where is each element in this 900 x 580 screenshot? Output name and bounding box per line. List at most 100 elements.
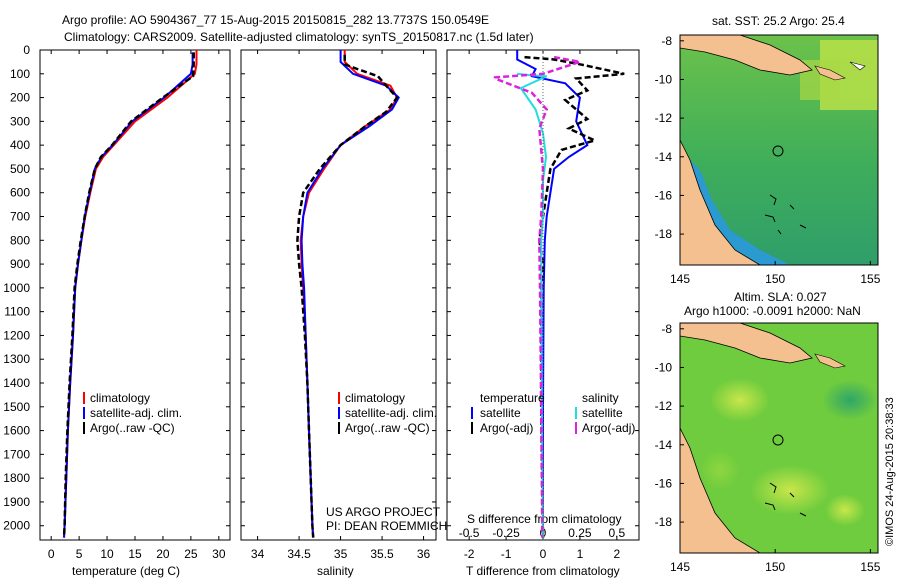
series-line [63,52,194,538]
x-tick-label: 1 [577,547,584,561]
x-tick-label: 34 [251,547,265,561]
x-tick-label: -1 [501,547,512,561]
sst-map-frame [679,34,879,266]
depth-tick-label: 1100 [4,305,30,319]
map-lat-label: -16 [655,188,673,202]
difference-legend-temp-argo: Argo(-adj) [480,421,533,435]
island [849,61,866,71]
difference-legend-temperature-heading: temperature [480,391,545,405]
map-lat-label: -14 [655,438,673,452]
sla-anomaly [710,378,770,422]
difference-legend-sal-argo: Argo(-adj) [582,421,635,435]
difference-legend-salinity-heading: salinity [582,391,619,405]
map-lat-label: -10 [655,72,673,86]
depth-tick-label: 1700 [3,447,30,461]
island [814,353,846,369]
header-line-1: Argo profile: AO 5904367_77 15-Aug-2015 … [62,13,489,27]
sst-map-axes: -8 -10 -12 -14 -16 -18 145 150 155 [655,34,881,286]
temperature-legend-argo: Argo(..raw -QC) [90,421,175,435]
x-tick-label: 35.5 [370,547,394,561]
depth-axis: 0 100 200 300 400 500 600 700 800 900 1000 1100 1200… [3,43,639,533]
sst-map [680,35,878,265]
map-lon-label: 150 [765,272,785,286]
x-tick-label: 0 [48,547,55,561]
depth-tick-label: 0 [23,43,30,57]
depth-tick-label: 100 [10,67,30,81]
map-lat-label: -14 [655,150,673,164]
argo-float-location [772,434,784,446]
temperature-panel-frame [39,49,231,541]
series-line [296,54,399,538]
map-lat-label: -18 [655,227,673,241]
depth-tick-label: 500 [10,162,30,176]
reefs [764,482,807,517]
depth-tick-label: 1200 [3,328,30,342]
header-line-2: Climatology: CARS2009. Satellite-adjuste… [64,30,534,44]
x-tick-label: 36 [417,547,431,561]
depth-tick-label: 1000 [3,281,30,295]
x-tick-label: 30 [212,547,226,561]
salinity-legend: climatology satellite-adj. clim. Argo(..… [338,391,437,435]
depth-tick-label: 1800 [3,471,30,485]
depth-tick-label: 200 [10,91,30,105]
depth-tick-label: 700 [10,210,30,224]
s-tick-label: -0.25 [492,526,520,540]
map-lat-label: -10 [655,360,673,374]
x-tick-label: 34.5 [287,547,311,561]
land-australia [680,139,761,265]
sst-map-title: sat. SST: 25.2 Argo: 25.4 [712,14,845,28]
map-lat-label: -8 [661,34,672,48]
depth-tick-label: 400 [10,138,30,152]
series-line [62,52,195,538]
temperature-legend-climatology: climatology [90,391,150,405]
map-lat-label: -12 [655,399,673,413]
x-tick-label: 0 [540,547,547,561]
sla-anomaly [825,494,865,526]
map-lon-label: 145 [670,560,690,574]
depth-tick-label: 1300 [3,352,30,366]
salinity-panel-frame [240,49,437,541]
temperature-legend: climatology satellite-adj. clim. Argo(..… [83,391,182,435]
sla-map-frame [679,322,879,554]
sla-anomaly [822,380,878,420]
x-tick-label: 5 [76,547,83,561]
salinity-lines [296,50,400,538]
salinity-x-axis: 34 34.5 35 35.5 36 [251,50,431,561]
x-tick-label: 35 [334,547,348,561]
difference-legend-temp-satellite: satellite [480,406,521,420]
difference-lines [493,50,625,540]
map-lon-label: 155 [860,560,880,574]
sla-map-title-1: Altim. SLA: 0.027 [734,290,827,304]
temperature-x-axis: 0 5 10 15 20 25 30 [48,50,226,561]
map-lat-label: -18 [655,515,673,529]
x-tick-label: -2 [464,547,475,561]
depth-tick-label: 300 [10,114,30,128]
land-new-guinea [680,35,813,76]
temperature-legend-satellite: satellite-adj. clim. [90,406,182,420]
salinity-xlabel: salinity [317,564,354,578]
t-difference-label: T difference from climatology [466,564,620,578]
x-tick-label: 20 [156,547,170,561]
sla-map-title-2: Argo h1000: -0.0091 h2000: NaN [684,304,861,318]
series-line [493,55,581,538]
depth-tick-label: 900 [10,257,30,271]
series-line [524,55,625,538]
temperature-lines [62,50,198,538]
map-lon-label: 150 [765,560,785,574]
series-line [299,50,399,538]
depth-tick-label: 800 [10,233,30,247]
depth-tick-label: 1900 [3,495,30,509]
project-label: US ARGO PROJECT [326,505,441,519]
series-line [516,50,589,538]
sla-map-axes: -8 -10 -12 -14 -16 -18 145 150 155 [655,322,881,574]
depth-tick-label: 1500 [3,400,30,414]
s-tick-label: 0.25 [568,526,592,540]
reefs [764,194,807,235]
salinity-legend-argo: Argo(..raw -QC) [345,421,430,435]
salinity-legend-satellite: satellite-adj. clim. [345,406,437,420]
s-difference-label: S difference from climatology [467,512,622,526]
difference-legend: temperature satellite Argo(-adj) salinit… [471,391,635,435]
map-lon-label: 155 [860,272,880,286]
map-lon-label: 145 [670,272,690,286]
